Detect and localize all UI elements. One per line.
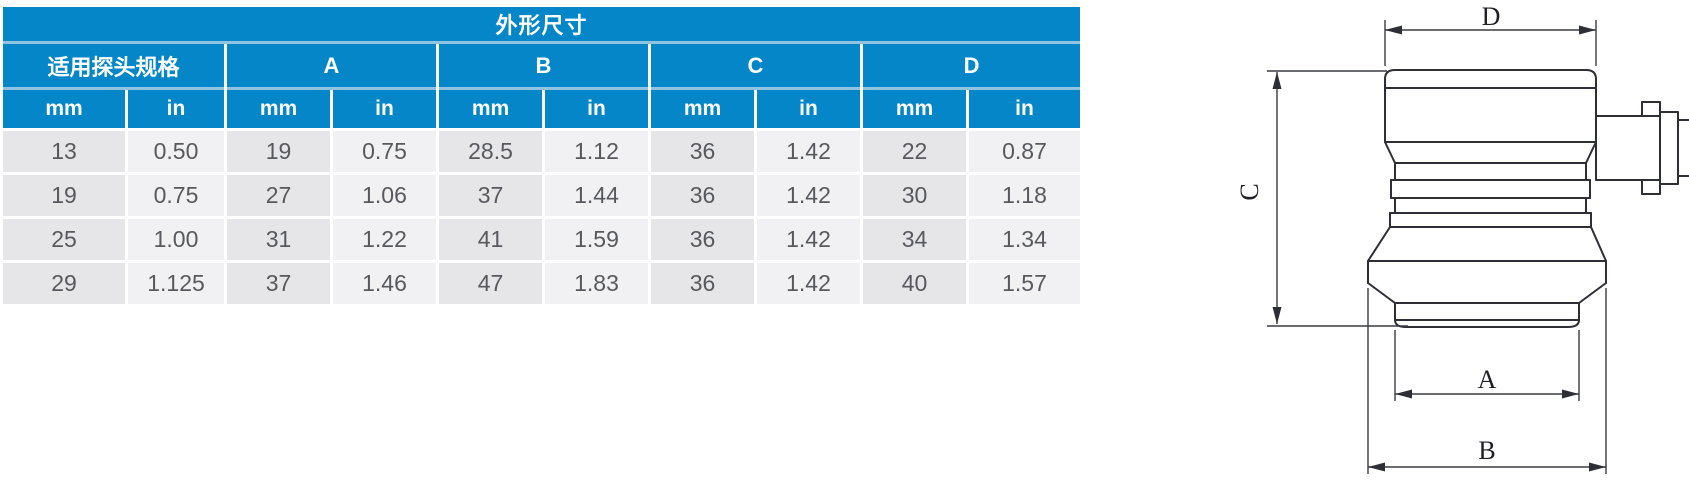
table-cell: 36 — [651, 131, 754, 172]
table-cell: 19 — [227, 131, 330, 172]
table-title: 外形尺寸 — [3, 7, 1081, 41]
table-cell: 1.12 — [545, 131, 648, 172]
table-cell: 1.42 — [757, 219, 860, 260]
flange-outline — [1367, 226, 1607, 304]
table-cell: 19 — [3, 175, 125, 216]
table-cell: 1.42 — [757, 263, 860, 304]
group-header-row: 适用探头规格 A B C D — [3, 44, 1081, 87]
unit-header: mm — [3, 90, 125, 128]
connector-end — [1677, 119, 1689, 177]
bottom-lip-outline — [1394, 302, 1580, 328]
table-cell: 41 — [439, 219, 542, 260]
col-group-probe-spec: 适用探头规格 — [3, 44, 224, 87]
table-cell: 40 — [863, 263, 966, 304]
dimension-D — [1384, 20, 1597, 66]
table-cell: 22 — [863, 131, 966, 172]
table-cell: 1.00 — [128, 219, 224, 260]
table-row: 25 1.00 31 1.22 41 1.59 36 1.42 34 1.34 — [3, 219, 1081, 260]
table-cell: 37 — [227, 263, 330, 304]
neck-taper-right — [1585, 141, 1597, 164]
unit-header: in — [333, 90, 436, 128]
table-cell: 13 — [3, 131, 125, 172]
connector-outer-ring — [1659, 111, 1679, 185]
dimension-arrowheads — [1272, 25, 1606, 472]
dimension-B-label: B — [1478, 436, 1495, 465]
col-group-A: A — [227, 44, 436, 87]
dimension-A — [1394, 330, 1580, 401]
table-row: 13 0.50 19 0.75 28.5 1.12 36 1.42 22 0.8… — [3, 131, 1081, 172]
table-row: 29 1.125 37 1.46 47 1.83 36 1.42 40 1.57 — [3, 263, 1081, 304]
connector-barrel — [1595, 115, 1661, 181]
table-cell: 36 — [651, 263, 754, 304]
table-cell: 1.06 — [333, 175, 436, 216]
unit-header-row: mm in mm in mm in mm in mm in — [3, 90, 1081, 128]
table-cell: 1.57 — [969, 263, 1081, 304]
ribbed-rings — [1389, 162, 1592, 228]
table-cell: 27 — [227, 175, 330, 216]
table-cell: 1.22 — [333, 219, 436, 260]
table-cell: 1.34 — [969, 219, 1081, 260]
transducer-dimension-diagram: D C A B — [1150, 0, 1689, 487]
table-cell: 36 — [651, 219, 754, 260]
dimension-B — [1367, 288, 1607, 474]
table-cell: 0.75 — [128, 175, 224, 216]
table-cell: 25 — [3, 219, 125, 260]
table-cell: 28.5 — [439, 131, 542, 172]
col-group-D: D — [863, 44, 1081, 87]
table-cell: 1.42 — [757, 175, 860, 216]
table-cell: 0.50 — [128, 131, 224, 172]
unit-header: mm — [863, 90, 966, 128]
table-cell: 47 — [439, 263, 542, 304]
table-cell: 1.44 — [545, 175, 648, 216]
table-cell: 29 — [3, 263, 125, 304]
unit-header: in — [969, 90, 1081, 128]
col-group-B: B — [439, 44, 648, 87]
dimension-A-label: A — [1478, 365, 1497, 394]
unit-header: in — [128, 90, 224, 128]
table-row: 19 0.75 27 1.06 37 1.44 36 1.42 30 1.18 — [3, 175, 1081, 216]
unit-header: in — [545, 90, 648, 128]
table-cell: 31 — [227, 219, 330, 260]
table-cell: 34 — [863, 219, 966, 260]
neck-taper-left — [1384, 141, 1396, 164]
table-cell: 1.46 — [333, 263, 436, 304]
table-cell: 36 — [651, 175, 754, 216]
table-cell: 1.83 — [545, 263, 648, 304]
connector-lug-top — [1641, 101, 1661, 117]
table-cell: 1.59 — [545, 219, 648, 260]
unit-header: mm — [651, 90, 754, 128]
table-cell: 0.87 — [969, 131, 1081, 172]
unit-header: mm — [227, 90, 330, 128]
unit-header: in — [757, 90, 860, 128]
col-group-C: C — [651, 44, 860, 87]
table-cell: 30 — [863, 175, 966, 216]
dimension-D-label: D — [1482, 2, 1501, 31]
table-cell: 1.18 — [969, 175, 1081, 216]
table-cell: 37 — [439, 175, 542, 216]
table-cell: 1.42 — [757, 131, 860, 172]
table-cell: 0.75 — [333, 131, 436, 172]
unit-header: mm — [439, 90, 542, 128]
table-cell: 1.125 — [128, 263, 224, 304]
dimension-C — [1267, 70, 1408, 327]
connector-lug-bottom — [1641, 179, 1661, 195]
dimension-C-label: C — [1235, 183, 1264, 200]
dimension-spec-table: 外形尺寸 适用探头规格 A B C D mm in mm in mm in mm… — [0, 4, 1083, 307]
transducer-cap-outline — [1384, 69, 1597, 143]
